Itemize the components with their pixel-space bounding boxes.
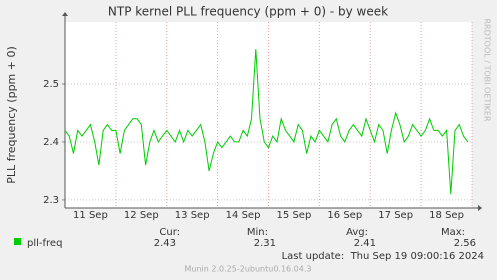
y-tick-label: 2.4 bbox=[43, 137, 59, 148]
side-label: RRDTOOL / TOBI OETIKER bbox=[483, 18, 492, 121]
last-update: Last update: Thu Sep 19 09:00:16 2024 bbox=[282, 251, 484, 262]
x-tick-label: 16 Sep bbox=[327, 210, 362, 221]
legend-header: Max: bbox=[441, 227, 465, 238]
y-tick-label: 2.3 bbox=[43, 195, 59, 206]
x-tick-label: 11 Sep bbox=[73, 210, 108, 221]
legend-header: Min: bbox=[247, 227, 268, 238]
legend-label: pll-freq bbox=[27, 238, 62, 249]
legend-value: 2.41 bbox=[354, 238, 376, 249]
x-tick-label: 13 Sep bbox=[175, 210, 210, 221]
x-tick-label: 15 Sep bbox=[277, 210, 312, 221]
x-tick-label: 18 Sep bbox=[429, 210, 464, 221]
axis-arrow bbox=[62, 12, 68, 16]
legend-header: Cur: bbox=[159, 227, 180, 238]
legend-swatch bbox=[14, 238, 21, 245]
y-tick-label: 2.5 bbox=[43, 79, 59, 90]
data-line bbox=[64, 49, 469, 195]
chart-title: NTP kernel PLL frequency (ppm + 0) - by … bbox=[108, 5, 388, 19]
axis-arrow bbox=[478, 205, 482, 211]
x-tick-label: 14 Sep bbox=[226, 210, 261, 221]
footer: Munin 2.0.25-2ubuntu0.16.04.3 bbox=[185, 265, 312, 274]
legend-value: 2.31 bbox=[254, 238, 276, 249]
legend-value: 2.56 bbox=[454, 238, 476, 249]
x-tick-label: 17 Sep bbox=[378, 210, 413, 221]
legend-header: Avg: bbox=[346, 227, 368, 238]
y-axis-label: PLL frequency (ppm + 0) bbox=[5, 46, 18, 184]
legend-value: 2.43 bbox=[154, 238, 176, 249]
x-tick-label: 12 Sep bbox=[124, 210, 159, 221]
